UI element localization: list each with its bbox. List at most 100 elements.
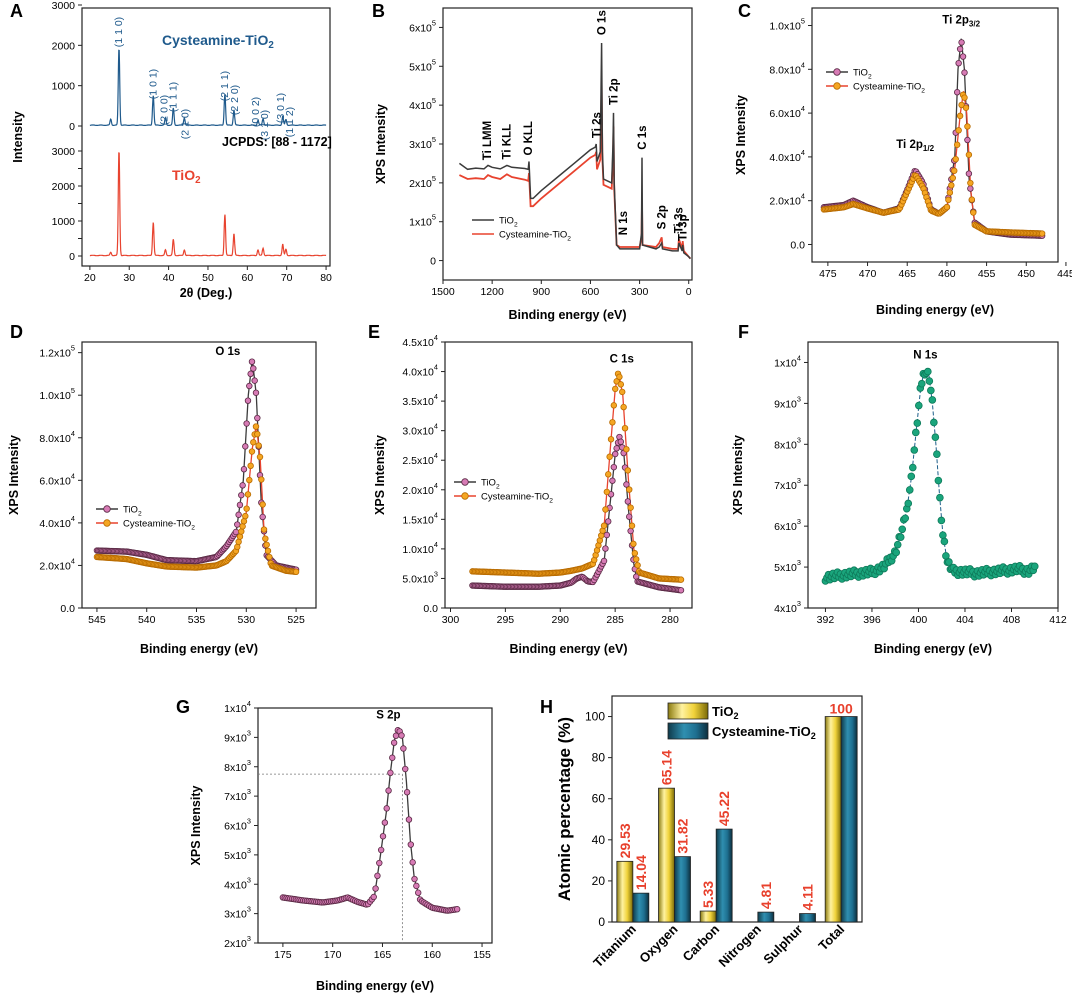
data-point — [933, 450, 941, 458]
x-tick-label: 465 — [898, 268, 916, 280]
data-point — [953, 141, 961, 148]
x-tick-label: 400 — [910, 614, 928, 626]
data-point — [602, 506, 609, 513]
x-tick-label: 40 — [163, 272, 175, 284]
category-label: Nitrogen — [716, 921, 764, 969]
peak-annotation: C 1s — [637, 125, 649, 149]
y-tick-label: 6x103 — [774, 517, 801, 533]
legend-marker — [103, 505, 111, 513]
data-point — [627, 504, 634, 511]
data-point — [893, 540, 902, 549]
bar-cysteamine-tio2 — [799, 913, 816, 923]
data-point — [626, 486, 633, 493]
data-point — [677, 576, 685, 583]
legend-marker — [461, 492, 469, 500]
x-tick-label: 290 — [552, 614, 570, 626]
data-point — [238, 528, 245, 535]
data-point — [967, 185, 974, 192]
x-tick-label: 155 — [473, 949, 491, 961]
x-tick-label: 540 — [138, 614, 156, 626]
y-axis-title: Atomic percentage (%) — [555, 717, 574, 901]
x-tick-label: 1200 — [480, 286, 504, 298]
data-point — [234, 543, 241, 551]
y-tick-label: 4x105 — [409, 96, 436, 112]
y-tick-label: 2x103 — [224, 934, 251, 950]
y-tick-label: 0 — [598, 915, 605, 929]
y-tick-label: 9x103 — [774, 394, 801, 410]
hkl-label: (1 1 1) — [167, 82, 179, 112]
series-cysteamine-tio2 — [89, 49, 327, 126]
legend-label: TiO2 — [712, 704, 739, 721]
data-point — [292, 568, 300, 576]
data-point — [936, 493, 944, 502]
data-point — [634, 562, 641, 569]
data-point — [376, 859, 383, 867]
data-point — [956, 45, 964, 53]
data-point — [390, 739, 398, 746]
chart-f: 392 396 400 404 408 412 Binding energy (eV) 4x1… — [731, 341, 1067, 656]
data-point — [968, 196, 976, 203]
data-point — [961, 69, 968, 76]
y-tick-label: 2.5x104 — [402, 451, 438, 467]
data-point — [620, 403, 627, 411]
x-tick-label: 80 — [320, 272, 332, 284]
data-point — [631, 550, 639, 557]
peak-annotation: Ti 2s — [591, 112, 603, 138]
panel-letter: G — [176, 697, 190, 717]
peak-annotation: Ti LMM — [482, 121, 494, 160]
data-point — [250, 439, 257, 446]
legend-label: Cysteamine-TiO2 — [712, 724, 816, 741]
x-tick-label: 396 — [863, 614, 881, 626]
x-tick-label: 412 — [1049, 614, 1067, 626]
hkl-label: (1 1 0) — [113, 17, 125, 47]
y-tick-label: 1x104 — [224, 699, 251, 715]
data-point — [247, 462, 254, 470]
y-tick-label: 3.0x104 — [402, 422, 438, 438]
data-point — [251, 377, 258, 384]
data-point — [970, 209, 977, 216]
plot-frame — [807, 341, 1059, 609]
bar-tio2 — [824, 716, 842, 923]
x-tick-label: 300 — [631, 286, 649, 298]
data-point — [623, 446, 630, 453]
legend-label: Cysteamine-TiO2 — [481, 492, 553, 505]
legend-marker — [461, 478, 469, 486]
y-tick-label: 40 — [592, 833, 606, 847]
hkl-label: (2 2 0) — [229, 85, 241, 115]
data-point — [603, 488, 611, 496]
x-tick-label: 900 — [533, 286, 551, 298]
data-point — [243, 505, 250, 512]
data-point — [959, 53, 967, 60]
y-tick-label: 1x105 — [409, 213, 436, 229]
bar-cysteamine-tio2 — [674, 856, 691, 923]
y-tick-label: 4.0x104 — [769, 148, 805, 164]
legend-marker — [833, 68, 841, 76]
data-point — [940, 537, 949, 546]
data-point — [242, 512, 249, 520]
panel-letter: F — [738, 322, 749, 342]
y-tick-label: 4x103 — [774, 599, 801, 615]
y-tick-label: 0 — [69, 121, 75, 133]
data-point — [252, 389, 260, 396]
x-axis-title: Binding energy (eV) — [876, 303, 994, 317]
x-axis-title: Binding energy (eV) — [140, 642, 258, 656]
x-tick-label: 600 — [582, 286, 600, 298]
y-tick-label: 5x103 — [224, 846, 251, 862]
data-point — [240, 518, 248, 525]
y-tick-label: 6.0x104 — [769, 104, 805, 120]
data-point — [610, 463, 618, 471]
y-tick-label: 1000 — [52, 81, 76, 93]
data-point — [603, 531, 611, 539]
data-point — [413, 882, 420, 890]
data-point — [244, 491, 252, 498]
data-point — [244, 397, 252, 404]
x-tick-label: 300 — [442, 614, 460, 626]
hkl-label: (1 1 2) — [284, 107, 296, 137]
hkl-label: (1 0 1) — [147, 69, 159, 99]
peak-annotation: N 1s — [618, 211, 630, 235]
data-point — [605, 471, 612, 478]
data-point — [232, 528, 240, 536]
data-point — [911, 428, 920, 437]
y-tick-label: 0 — [69, 251, 75, 263]
